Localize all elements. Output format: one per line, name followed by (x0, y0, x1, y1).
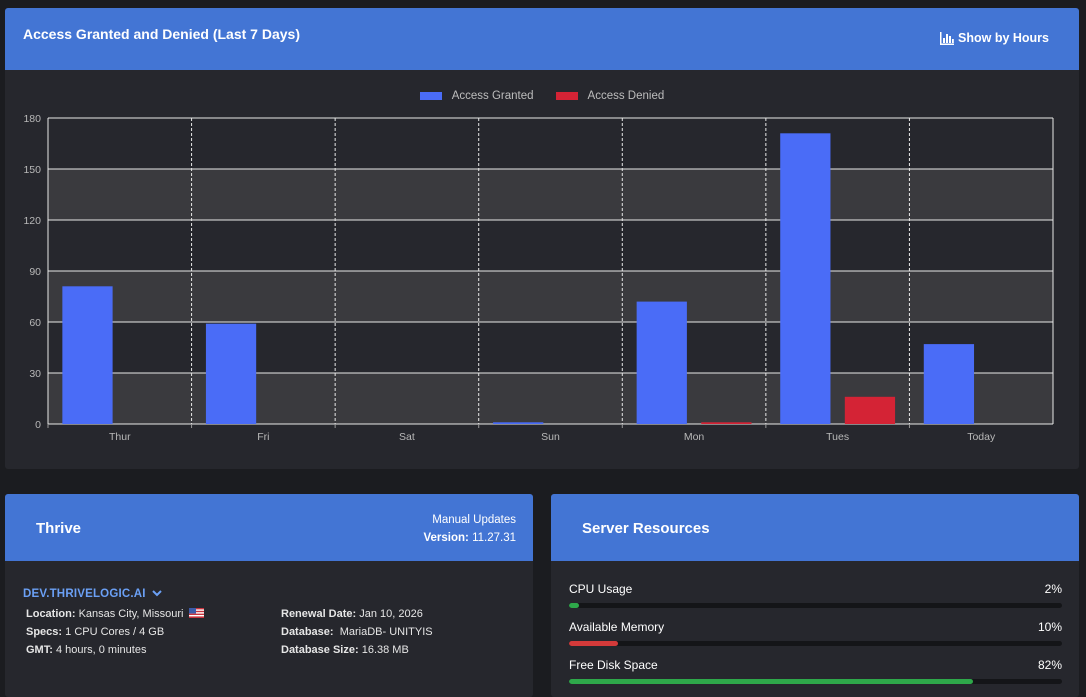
show-by-hours-button[interactable]: Show by Hours (940, 31, 1049, 45)
resource-value: 82% (1037, 658, 1062, 672)
thrive-card: Thrive Manual Updates Version: 11.27.31 … (5, 494, 533, 697)
x-tick-label: Sat (399, 431, 415, 443)
bar-granted (205, 323, 257, 424)
bar-granted (923, 344, 975, 424)
renewal-value: Jan 10, 2026 (359, 608, 423, 620)
y-tick-label: 30 (29, 368, 41, 380)
grid-band (48, 169, 1053, 220)
resource-cpu: CPU Usage 2% (569, 582, 1062, 608)
resource-progress-track (569, 641, 1062, 646)
bar-granted (636, 301, 687, 424)
legend-item-granted[interactable]: Access Granted (419, 90, 534, 102)
gmt-value: 4 hours, 0 minutes (55, 644, 147, 656)
resource-progress-track (569, 603, 1062, 608)
database-line: Database: MariaDB- UNITYIS (281, 623, 433, 641)
thrive-card-header: Thrive Manual Updates Version: 11.27.31 (5, 494, 533, 561)
resource-memory: Available Memory 10% (569, 620, 1062, 646)
version-line: Version: 11.27.31 (423, 529, 516, 547)
grid-band (48, 271, 1053, 322)
legend-swatch-granted (419, 92, 442, 100)
bar-denied (844, 396, 896, 424)
y-tick-label: 0 (35, 419, 41, 431)
y-tick-label: 180 (23, 113, 41, 125)
bar-chart-icon (940, 31, 955, 45)
location-value: Kansas City, Missouri (78, 608, 184, 620)
specs-value: 1 CPU Cores / 4 GB (65, 626, 165, 638)
resource-value: 10% (1037, 620, 1062, 634)
location-line: Location: Kansas City, Missouri (26, 605, 204, 623)
x-tick-label: Sun (541, 431, 560, 443)
chevron-down-icon (151, 588, 162, 600)
bar-granted (493, 422, 544, 424)
bar-denied (701, 422, 752, 424)
specs-line: Specs: 1 CPU Cores / 4 GB (26, 623, 204, 641)
legend-item-denied[interactable]: Access Denied (555, 90, 665, 102)
x-tick-label: Mon (684, 431, 705, 443)
legend-label-denied: Access Denied (587, 90, 665, 102)
location-label: Location: (26, 608, 76, 620)
specs-label: Specs: (26, 626, 63, 638)
resource-label: Free Disk Space (569, 658, 658, 672)
legend-swatch-denied (555, 92, 578, 100)
domain-dropdown[interactable]: DEV.THRIVELOGIC.AI (23, 588, 162, 600)
resource-progress-fill (569, 679, 974, 684)
chart-title: Access Granted and Denied (Last 7 Days) (23, 26, 300, 42)
resource-progress-track (569, 679, 1062, 684)
dbsize-label: Database Size: (281, 644, 359, 656)
thrive-info-right: Renewal Date: Jan 10, 2026 Database: Mar… (281, 605, 433, 659)
us-flag-icon (188, 606, 204, 618)
server-title: Server Resources (582, 520, 710, 537)
dbsize-value: 16.38 MB (361, 644, 409, 656)
bar-granted (62, 286, 113, 424)
database-label: Database: (281, 626, 334, 638)
resource-progress-fill (569, 641, 619, 646)
thrive-info-left: Location: Kansas City, Missouri Specs: 1… (26, 605, 204, 659)
database-value: MariaDB- UNITYIS (339, 626, 433, 638)
access-chart-card: Access Granted and Denied (Last 7 Days) … (5, 8, 1079, 469)
x-tick-label: Thur (109, 431, 131, 443)
renewal-label: Renewal Date: (281, 608, 357, 620)
y-tick-label: 150 (23, 164, 41, 176)
domain-label: DEV.THRIVELOGIC.AI (23, 588, 146, 600)
y-tick-label: 60 (29, 317, 41, 329)
resource-label: Available Memory (569, 620, 665, 634)
resource-label: CPU Usage (569, 582, 633, 596)
x-tick-label: Tues (826, 431, 849, 443)
legend-label-granted: Access Granted (451, 90, 534, 102)
show-by-hours-label: Show by Hours (958, 31, 1049, 45)
renewal-line: Renewal Date: Jan 10, 2026 (281, 605, 433, 623)
x-tick-label: Fri (257, 431, 269, 443)
version-value: 11.27.31 (472, 532, 516, 544)
access-bar-chart: 0 30 60 90 120 150 180 Thur Fri Sat Sun Mon Tues Toda… (23, 113, 1054, 443)
y-tick-label: 120 (23, 215, 41, 227)
chart-card-header: Access Granted and Denied (Last 7 Days) … (5, 8, 1079, 70)
manual-updates-label: Manual Updates (432, 514, 516, 526)
server-resources-card: Server Resources CPU Usage 2% Available M… (551, 494, 1079, 697)
bar-granted (780, 133, 831, 425)
resource-value: 2% (1044, 582, 1062, 596)
version-label: Version: (423, 532, 469, 544)
thrive-updates: Manual Updates Version: 11.27.31 (423, 511, 516, 547)
server-card-header: Server Resources (551, 494, 1079, 561)
chart-legend: Access Granted Access Denied (5, 90, 1079, 102)
x-tick-label: Today (967, 431, 996, 443)
dbsize-line: Database Size: 16.38 MB (281, 641, 433, 659)
resource-disk: Free Disk Space 82% (569, 658, 1062, 684)
gmt-line: GMT: 4 hours, 0 minutes (26, 641, 204, 659)
gmt-label: GMT: (26, 644, 53, 656)
y-tick-label: 90 (29, 266, 41, 278)
grid-band (48, 373, 1053, 424)
resource-progress-fill (569, 603, 579, 608)
thrive-title: Thrive (36, 520, 82, 537)
